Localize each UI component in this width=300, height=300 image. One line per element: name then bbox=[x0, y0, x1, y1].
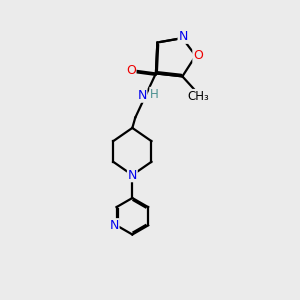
Text: N: N bbox=[128, 169, 137, 182]
Text: N: N bbox=[110, 219, 119, 232]
Text: H: H bbox=[150, 88, 159, 100]
Text: CH₃: CH₃ bbox=[188, 90, 209, 103]
Text: N: N bbox=[178, 30, 188, 43]
Text: N: N bbox=[137, 89, 147, 102]
Text: O: O bbox=[126, 64, 136, 77]
Text: O: O bbox=[193, 49, 203, 62]
